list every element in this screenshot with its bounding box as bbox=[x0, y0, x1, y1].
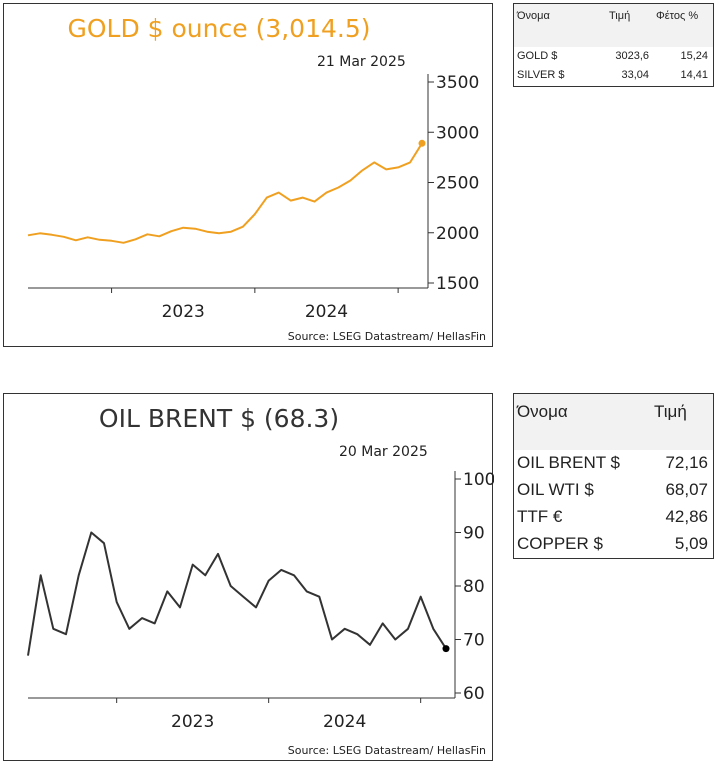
gold-y-tick-label: 2000 bbox=[436, 224, 479, 244]
oil-chart-panel: 100 90 80 70 60 2023 2024 OIL BRENT $ (68.3) 2… bbox=[3, 393, 494, 761]
gold-y-tick-label: 2500 bbox=[436, 174, 479, 194]
gold-chart-svg: 3500 3000 2500 2000 1500 2023 2024 bbox=[27, 73, 479, 322]
table-row: OIL WTI $ 68,07 bbox=[514, 477, 713, 504]
energy-row-name: OIL WTI $ bbox=[517, 480, 594, 499]
gold-chart-source: Source: LSEG Datastream/ HellasFin bbox=[287, 330, 486, 343]
table-row: TTF € 42,86 bbox=[514, 504, 713, 531]
energy-row-price: 42,86 bbox=[665, 507, 708, 526]
gold-x-tick-label: 2024 bbox=[305, 302, 348, 322]
metals-table: Όνομα Τιμή Φέτος % GOLD $ 3023,6 15,24 S… bbox=[513, 3, 714, 87]
metals-row-name: GOLD $ bbox=[517, 50, 558, 62]
oil-chart-svg: 100 90 80 70 60 2023 2024 bbox=[27, 470, 494, 732]
gold-y-tick-label: 3500 bbox=[436, 73, 479, 93]
energy-header-name: Όνομα bbox=[517, 402, 568, 421]
energy-row-price: 5,09 bbox=[674, 534, 708, 553]
energy-header-price: Τιμή bbox=[654, 402, 687, 421]
metals-header-price: Τιμή bbox=[609, 10, 631, 22]
table-row: COPPER $ 5,09 bbox=[514, 531, 713, 558]
energy-row-price: 68,07 bbox=[665, 480, 708, 499]
gold-chart-panel: 3500 3000 2500 2000 1500 2023 2024 GOLD $ ounc… bbox=[3, 3, 493, 347]
table-row: GOLD $ 3023,6 15,24 bbox=[514, 47, 713, 66]
oil-last-point bbox=[442, 645, 450, 653]
oil-y-tick-label: 60 bbox=[463, 684, 485, 704]
gold-y-tick-label: 1500 bbox=[436, 274, 479, 294]
metals-header-name: Όνομα bbox=[517, 10, 550, 22]
metals-table-header: Όνομα Τιμή Φέτος % bbox=[514, 4, 713, 47]
oil-chart-source: Source: LSEG Datastream/ HellasFin bbox=[287, 744, 486, 757]
gold-series-line bbox=[27, 142, 423, 244]
oil-x-tick-label: 2023 bbox=[171, 712, 214, 732]
energy-table-header: Όνομα Τιμή bbox=[514, 394, 713, 450]
table-row: SILVER $ 33,04 14,41 bbox=[514, 66, 713, 85]
oil-x-tick-label: 2024 bbox=[323, 712, 366, 732]
energy-row-name: COPPER $ bbox=[517, 534, 603, 553]
oil-y-tick-label: 100 bbox=[463, 470, 494, 490]
table-row: OIL BRENT $ 72,16 bbox=[514, 450, 713, 477]
oil-y-tick-label: 90 bbox=[463, 524, 485, 544]
oil-y-tick-label: 70 bbox=[463, 631, 485, 651]
oil-chart-title: OIL BRENT $ (68.3) bbox=[98, 404, 340, 433]
gold-y-tick-label: 3000 bbox=[436, 123, 479, 143]
metals-row-price: 3023,6 bbox=[615, 50, 649, 62]
metals-row-ytd: 14,41 bbox=[680, 69, 708, 81]
gold-last-point bbox=[418, 139, 426, 147]
oil-series-line bbox=[27, 531, 447, 656]
energy-table: Όνομα Τιμή OIL BRENT $ 72,16 OIL WTI $ 6… bbox=[513, 393, 714, 559]
metals-row-price: 33,04 bbox=[621, 69, 649, 81]
energy-row-price: 72,16 bbox=[665, 453, 708, 472]
gold-chart-title: GOLD $ ounce (3,014.5) bbox=[67, 14, 371, 43]
metals-row-ytd: 15,24 bbox=[680, 50, 708, 62]
gold-chart-date: 21 Mar 2025 bbox=[317, 54, 406, 70]
energy-row-name: TTF € bbox=[517, 507, 563, 526]
oil-y-tick-label: 80 bbox=[463, 577, 485, 597]
energy-row-name: OIL BRENT $ bbox=[517, 453, 620, 472]
metals-row-name: SILVER $ bbox=[517, 69, 565, 81]
oil-chart-date: 20 Mar 2025 bbox=[339, 444, 428, 460]
metals-header-ytd: Φέτος % bbox=[656, 10, 699, 22]
gold-x-tick-label: 2023 bbox=[162, 302, 205, 322]
